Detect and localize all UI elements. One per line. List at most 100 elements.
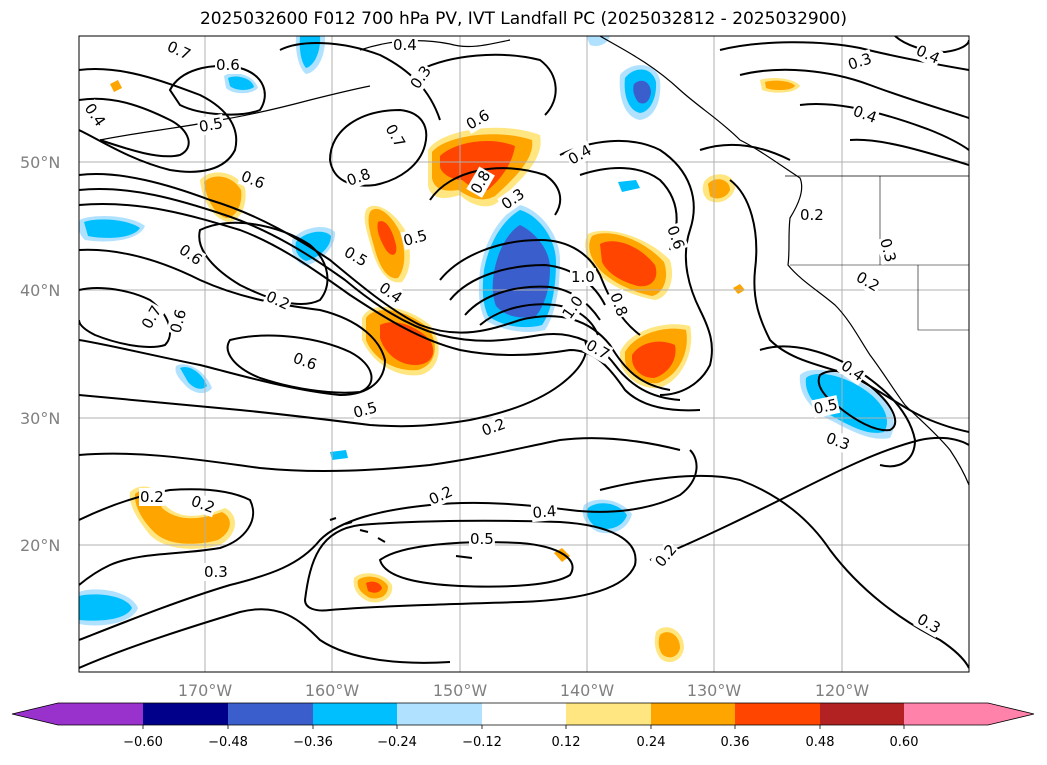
coastline-aleutians — [99, 85, 371, 141]
contour-label-bg — [912, 40, 944, 69]
longitude-labels: 170°W 160°W 150°W 140°W 130°W 120°W — [178, 681, 870, 700]
contour-label-bg — [381, 120, 410, 152]
colorbar-segment — [228, 703, 313, 725]
contour-label-bg — [289, 348, 321, 375]
contour-label-bg — [557, 291, 588, 324]
lon-label-160w: 160°W — [305, 681, 360, 700]
contour-label-bg — [166, 306, 191, 337]
contour-label-bg — [340, 242, 372, 271]
colorbar-segment — [397, 703, 482, 725]
contour-label-bg — [811, 395, 841, 419]
contour-label-bg — [466, 166, 495, 198]
anomaly-positive — [377, 221, 397, 255]
anomaly-negative — [84, 219, 140, 238]
contour-label-bg — [530, 501, 559, 523]
colorbar-segment — [482, 703, 566, 725]
contour-labels: 0.7 0.6 0.4 0.5 0.4 0.3 0.4 0.3 0.8 0.7 … — [80, 36, 945, 638]
coastline-alaska — [359, 39, 511, 51]
lat-label-50n: 50°N — [20, 153, 60, 172]
map-area: 0.7 0.6 0.4 0.5 0.4 0.3 0.4 0.3 0.8 0.7 … — [79, 36, 969, 672]
colorbar-extend-max — [988, 703, 1034, 725]
colorbar-tick-label: −0.24 — [377, 735, 417, 750]
contour-label-bg — [875, 235, 900, 266]
lat-label-20n: 20°N — [20, 536, 60, 555]
contour-label-bg — [80, 99, 110, 131]
anomaly-positive — [366, 581, 382, 593]
colorbar-segment — [313, 703, 397, 725]
anomaly-negative — [228, 76, 254, 90]
anomaly-positive — [380, 322, 434, 365]
anomaly-positive — [632, 341, 676, 378]
contour-label-bg — [215, 56, 241, 74]
contour-label-bg — [650, 539, 682, 572]
colorbar-tick-label: 0.60 — [890, 735, 919, 750]
contour-label-bg — [497, 184, 529, 214]
anomaly-positive — [110, 80, 122, 92]
colorbar-tick-label: 0.12 — [552, 735, 581, 750]
lat-label-40n: 40°N — [20, 281, 60, 300]
contour-label-bg — [392, 36, 418, 54]
contour-label: 0.4 — [393, 36, 417, 54]
anomaly-positive — [658, 632, 680, 658]
contour-label: 0.5 — [351, 398, 379, 422]
contour-label: 0.3 — [876, 236, 900, 264]
contour-label-bg — [478, 414, 509, 441]
contour-label-bg — [187, 491, 219, 518]
contour-label-bg — [849, 101, 881, 128]
contour-label: 0.5 — [812, 395, 839, 418]
colorbar-segment — [566, 703, 651, 725]
contour-label-bg — [469, 530, 495, 548]
anomaly-positive — [440, 141, 515, 192]
anomaly-negative — [180, 366, 207, 389]
contour-label: 1.0 — [571, 268, 595, 286]
anomaly-negative — [492, 225, 550, 318]
contour-label-bg — [405, 61, 436, 94]
colorbar-segment — [735, 703, 820, 725]
colorbar-tick-label: 0.36 — [721, 735, 750, 750]
colorbar-segment — [820, 703, 904, 725]
colorbar-tick-label: −0.36 — [293, 735, 333, 750]
colorbar-extend-min — [12, 703, 58, 725]
contour-label-bg — [139, 488, 165, 506]
anomaly-negative — [79, 594, 132, 621]
anomaly-negative — [618, 180, 640, 192]
lon-label-130w: 130°W — [687, 681, 742, 700]
contour-label-bg — [913, 609, 945, 638]
colorbar-segment — [58, 703, 143, 725]
contour-label-bg — [582, 335, 614, 364]
anomaly-positive — [600, 241, 657, 287]
contour-label-bg — [570, 268, 596, 286]
contour-label-bg — [799, 206, 825, 224]
colorbar-segment — [904, 703, 988, 725]
colorbar: −0.60 −0.48 −0.36 −0.24 −0.12 0.12 0.24 … — [11, 702, 1035, 750]
contour-label: 0.4 — [532, 502, 557, 522]
contour-label-bg — [374, 277, 407, 308]
contour-label-bg — [350, 398, 381, 423]
contour-label-bg — [822, 428, 854, 455]
contour-label: 0.2 — [140, 488, 164, 506]
contour-label-bg — [605, 289, 632, 320]
anomaly-negative — [587, 503, 627, 529]
contour-label-bg — [836, 355, 869, 386]
contour-label: 0.3 — [204, 563, 228, 581]
contour-label-bg — [237, 166, 269, 194]
contour-label-bg — [163, 36, 195, 65]
contour-label: 0.5 — [198, 114, 225, 136]
anomaly-negative — [633, 80, 651, 104]
contour-label: 0.5 — [401, 226, 429, 250]
anomaly-positive — [733, 284, 745, 294]
colorbar-tick-label: 0.48 — [806, 735, 835, 750]
lon-label-150w: 150°W — [433, 681, 488, 700]
contour-label: 0.5 — [470, 530, 494, 548]
contour-label-bg — [852, 267, 884, 296]
contour-label-bg — [425, 481, 457, 510]
colorbar-tick-label: 0.24 — [637, 735, 666, 750]
contour-label-bg — [137, 301, 166, 333]
contour-label-bg — [174, 239, 207, 270]
contour-label-bg — [844, 49, 875, 75]
contour-label: 0.2 — [800, 206, 824, 224]
colorbar-segment — [143, 703, 228, 725]
contour-label-bg — [564, 140, 596, 169]
contour-label: 0.6 — [166, 307, 190, 335]
